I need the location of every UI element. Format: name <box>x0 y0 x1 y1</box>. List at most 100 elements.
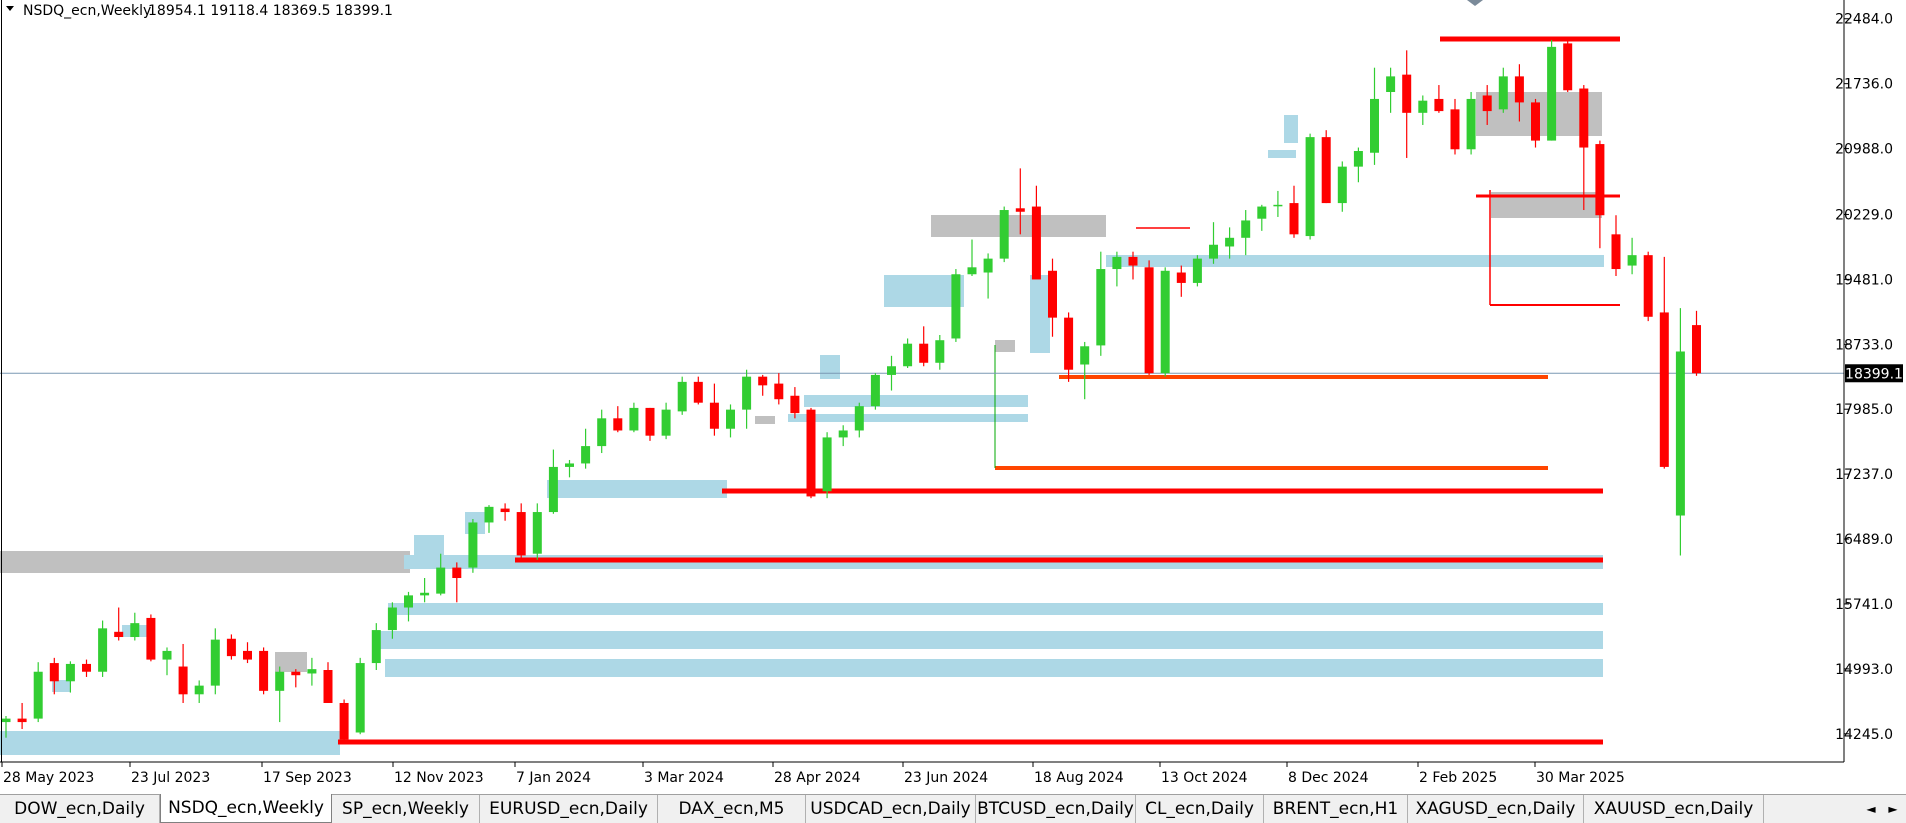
candle-body <box>1064 317 1074 370</box>
candle-body <box>162 650 172 660</box>
candle <box>1595 140 1605 249</box>
candle-body <box>210 639 220 686</box>
candle-body <box>806 409 816 497</box>
time-tick-label: 12 Nov 2023 <box>394 770 484 786</box>
price-tick-label: 18733.0 <box>1835 337 1893 353</box>
candle-body <box>565 463 574 467</box>
candle-body <box>1337 166 1347 204</box>
candle <box>114 607 124 641</box>
price-tick-label: 17237.0 <box>1835 467 1893 483</box>
candle <box>774 373 784 405</box>
candle <box>1015 168 1025 235</box>
candle <box>645 407 655 441</box>
price-chart[interactable]: 22484.0 21736.0 20988.0 20229.0 19481.0 18733… <box>0 0 1906 794</box>
candle <box>1466 91 1476 155</box>
candle-body <box>1353 151 1363 167</box>
candle-body <box>1257 206 1267 219</box>
candle-body <box>1482 95 1492 112</box>
candle-body <box>275 671 285 691</box>
candle <box>613 406 623 433</box>
candle <box>1579 85 1589 211</box>
candle <box>1225 227 1235 259</box>
ohlc-values: 18954.1 19118.4 18369.5 18399.1 <box>148 3 393 19</box>
time-tick-label: 23 Jun 2024 <box>904 770 988 786</box>
candle <box>1048 258 1057 337</box>
candle-body <box>1579 88 1589 148</box>
candle-body <box>1514 76 1524 103</box>
shift-marker-icon[interactable] <box>1467 0 1483 6</box>
tab-nsdq-ecn-weekly[interactable]: NSDQ_ecn,Weekly <box>160 794 332 823</box>
tab-brent-ecn-h1[interactable]: BRENT_ecn,H1 <box>1264 795 1408 823</box>
tab-sp-ecn-weekly[interactable]: SP_ecn,Weekly <box>332 795 480 823</box>
zone-rect <box>884 275 964 307</box>
candle <box>339 699 349 740</box>
candle-body <box>1015 208 1025 212</box>
tab-dow-ecn-daily[interactable]: DOW_ecn,Daily <box>0 795 160 823</box>
price-tick-label: 15741.0 <box>1835 597 1893 613</box>
candle-body <box>548 466 558 513</box>
candle <box>548 449 558 514</box>
price-tick-label: 19481.0 <box>1835 272 1893 288</box>
zone-rect <box>1106 255 1604 267</box>
candle <box>1659 256 1669 469</box>
zone-rect <box>804 395 1028 407</box>
symbol-title: NSDQ_ecn,Weekly <box>23 3 151 19</box>
candle <box>1353 147 1363 183</box>
candle <box>1450 98 1460 155</box>
candle <box>677 376 687 415</box>
candle <box>162 647 172 676</box>
candle-body <box>645 407 655 436</box>
zone-rect <box>0 731 340 755</box>
candle <box>661 402 671 440</box>
candle-body <box>935 340 945 363</box>
candle <box>49 657 59 695</box>
candle <box>693 376 703 405</box>
tab-dax-ecn-m5[interactable]: DAX_ecn,M5 <box>658 795 806 823</box>
candle <box>1192 255 1202 287</box>
candle <box>1514 64 1524 122</box>
candle <box>854 402 864 438</box>
zone-rect <box>1030 275 1050 353</box>
candle <box>420 578 430 603</box>
price-tick-label: 21736.0 <box>1835 77 1893 93</box>
candle-body <box>1450 109 1460 150</box>
time-tick-label: 28 May 2023 <box>3 770 94 786</box>
candle <box>742 369 752 429</box>
candle-body <box>1611 234 1621 270</box>
candle <box>243 642 252 664</box>
current-price-tag: 18399.1 <box>1845 364 1903 383</box>
chart-area[interactable]: 22484.0 21736.0 20988.0 20229.0 19481.0 18733… <box>0 0 1906 794</box>
candle <box>1080 341 1090 400</box>
candle <box>1418 95 1428 125</box>
zone-rect <box>385 659 1603 677</box>
candle <box>1112 251 1122 287</box>
candle <box>1273 190 1283 217</box>
zone-rect <box>547 480 727 498</box>
tab-cl-ecn-daily[interactable]: CL_ecn,Daily <box>1136 795 1264 823</box>
tab-scroll-left-icon[interactable]: ◄ <box>1866 802 1876 816</box>
zone-rect <box>1284 115 1298 143</box>
tab-xauusd-ecn-daily[interactable]: XAUUSD_ecn,Daily <box>1584 795 1764 823</box>
candle <box>226 634 236 660</box>
candle-body <box>1128 256 1138 266</box>
price-tick-label: 14993.0 <box>1835 662 1893 678</box>
candle-body <box>1112 256 1122 270</box>
candle <box>194 680 204 703</box>
tab-scroll-right-icon[interactable]: ► <box>1888 802 1898 816</box>
collapse-triangle-icon[interactable] <box>6 6 14 11</box>
candle <box>1064 312 1074 382</box>
candle <box>1643 251 1653 322</box>
candle-body <box>581 446 591 464</box>
tab-eurusd-ecn-daily[interactable]: EURUSD_ecn,Daily <box>480 795 658 823</box>
tab-xagusd-ecn-daily[interactable]: XAGUSD_ecn,Daily <box>1408 795 1584 823</box>
tab-btcusd-ecn-daily[interactable]: BTCUSD_ecn,Daily <box>976 795 1136 823</box>
candle-body <box>452 567 462 579</box>
candle <box>323 662 333 703</box>
candle <box>1563 40 1573 92</box>
zone-rect <box>414 535 444 565</box>
candle-body <box>516 512 526 556</box>
candle-body <box>1418 100 1428 113</box>
tab-usdcad-ecn-daily[interactable]: USDCAD_ecn,Daily <box>806 795 976 823</box>
candle-body <box>420 592 430 596</box>
candle <box>436 553 446 596</box>
